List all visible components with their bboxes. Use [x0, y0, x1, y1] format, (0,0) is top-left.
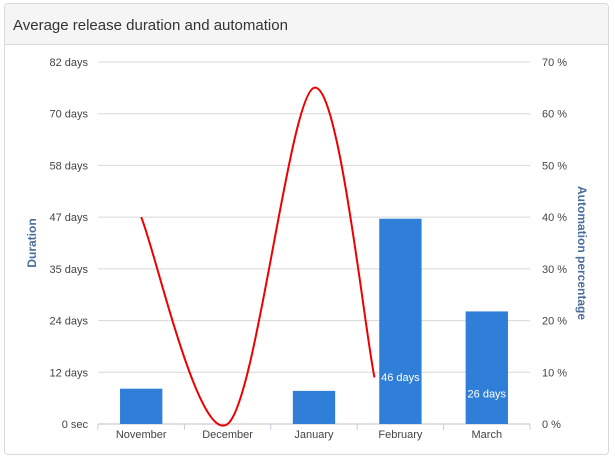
chart-title: Average release duration and automation	[13, 17, 288, 34]
y-tick-label: 24 days	[49, 316, 88, 328]
y-tick-label: 35 days	[49, 264, 88, 276]
y-tick-label: 47 days	[49, 212, 88, 224]
x-tick-label: November	[116, 429, 167, 441]
y2-tick-label: 50 %	[542, 160, 567, 172]
automation-line	[140, 86, 376, 427]
bar-data-label: 26 days	[468, 389, 507, 401]
bar-february	[379, 218, 422, 424]
bar-november	[120, 388, 163, 424]
y-tick-label: 82 days	[49, 57, 88, 69]
bar-january	[292, 390, 336, 424]
y-tick-label: 58 days	[49, 160, 88, 172]
y2-tick-label: 0 %	[542, 419, 561, 431]
y-tick-label: 12 days	[49, 367, 88, 379]
y2-axis-title: Automation percentage	[575, 186, 589, 320]
chart-panel: Average release duration and automation	[4, 3, 609, 455]
x-tick-label: December	[202, 429, 253, 441]
bar-march	[465, 311, 508, 424]
x-tick-label: March	[472, 429, 503, 441]
y-tick-label: 0 sec	[62, 419, 89, 431]
y-axis-title: Duration	[25, 218, 39, 267]
bar-data-label: 46 days	[381, 372, 420, 384]
y-tick-label: 70 days	[49, 109, 88, 121]
y2-tick-label: 20 %	[542, 316, 567, 328]
y2-tick-label: 10 %	[542, 367, 567, 379]
y2-tick-label: 40 %	[542, 212, 567, 224]
panel-header: Average release duration and automation	[5, 4, 608, 45]
y2-tick-label: 70 %	[542, 57, 567, 69]
x-tick-label: January	[294, 429, 334, 441]
y2-tick-label: 60 %	[542, 109, 567, 121]
x-tick-label: February	[378, 429, 423, 441]
y2-tick-label: 30 %	[542, 264, 567, 276]
